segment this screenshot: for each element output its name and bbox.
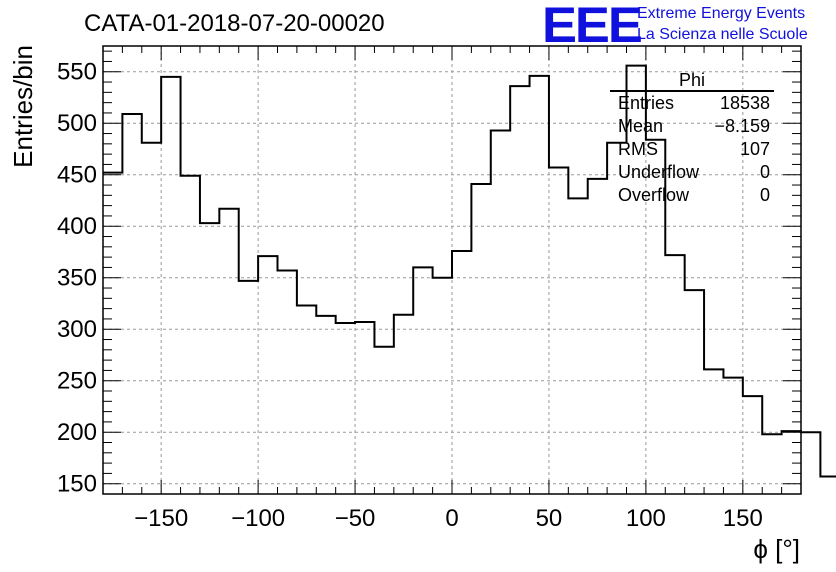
stats-row-entries: Entries 18538: [610, 92, 774, 115]
stats-row-mean: Mean −8.159: [610, 115, 774, 138]
x-tick-label: −100: [231, 505, 285, 532]
y-tick-label: 400: [57, 213, 97, 240]
stats-row-rms: RMS 107: [610, 138, 774, 161]
eee-logo: EEE: [542, 0, 643, 53]
stats-label: Mean: [618, 116, 664, 136]
x-tick-label: 150: [723, 505, 763, 532]
stats-value: 107: [739, 139, 770, 159]
stats-divider: [610, 90, 774, 92]
chart-title: CATA-01-2018-07-20-00020: [84, 10, 385, 37]
stats-title: Phi: [678, 70, 705, 90]
y-tick-label: 550: [57, 59, 97, 86]
logo-caption-line1: Extreme Energy Events: [637, 5, 806, 22]
stats-label: Entries: [618, 93, 675, 113]
stats-label: Overflow: [618, 185, 690, 205]
x-axis: −150 −100 −50 0 50 100 150: [102, 46, 802, 532]
x-tick-label: −150: [134, 505, 188, 532]
x-tick-label: 0: [445, 505, 458, 532]
y-tick-label: 150: [57, 471, 97, 498]
stats-label: Underflow: [618, 162, 700, 182]
y-tick-label: 200: [57, 419, 97, 446]
y-tick-label: 450: [57, 162, 97, 189]
stats-value: 0: [759, 185, 770, 205]
stats-box: Phi Entries 18538 Mean −8.159 RMS 107 Under…: [610, 70, 774, 207]
y-axis-label: Entries/bin: [8, 45, 38, 168]
stats-value: 0: [759, 162, 770, 182]
stats-value: −8.159: [714, 116, 770, 136]
x-tick-label: 100: [626, 505, 666, 532]
y-tick-label: 350: [57, 265, 97, 292]
stats-row-overflow: Overflow 0: [610, 184, 774, 207]
stats-label: RMS: [618, 139, 658, 159]
histogram-line: [103, 64, 836, 478]
histogram-series: [103, 64, 836, 478]
logo-caption-line2: La Scienza nelle Scuole: [637, 26, 808, 43]
y-tick-label: 300: [57, 316, 97, 343]
stats-value: 18538: [719, 93, 770, 113]
x-tick-label: 50: [536, 505, 563, 532]
stats-row-underflow: Underflow 0: [610, 161, 774, 184]
x-tick-label: −50: [335, 505, 376, 532]
y-tick-label: 250: [57, 368, 97, 395]
x-axis-label: ϕ [°]: [753, 534, 800, 564]
logo-caption: Extreme Energy Events La Scienza nelle S…: [637, 3, 808, 45]
y-tick-label: 500: [57, 110, 97, 137]
y-axis: 150 200 250 300 350 400 450 500 550: [57, 50, 801, 498]
